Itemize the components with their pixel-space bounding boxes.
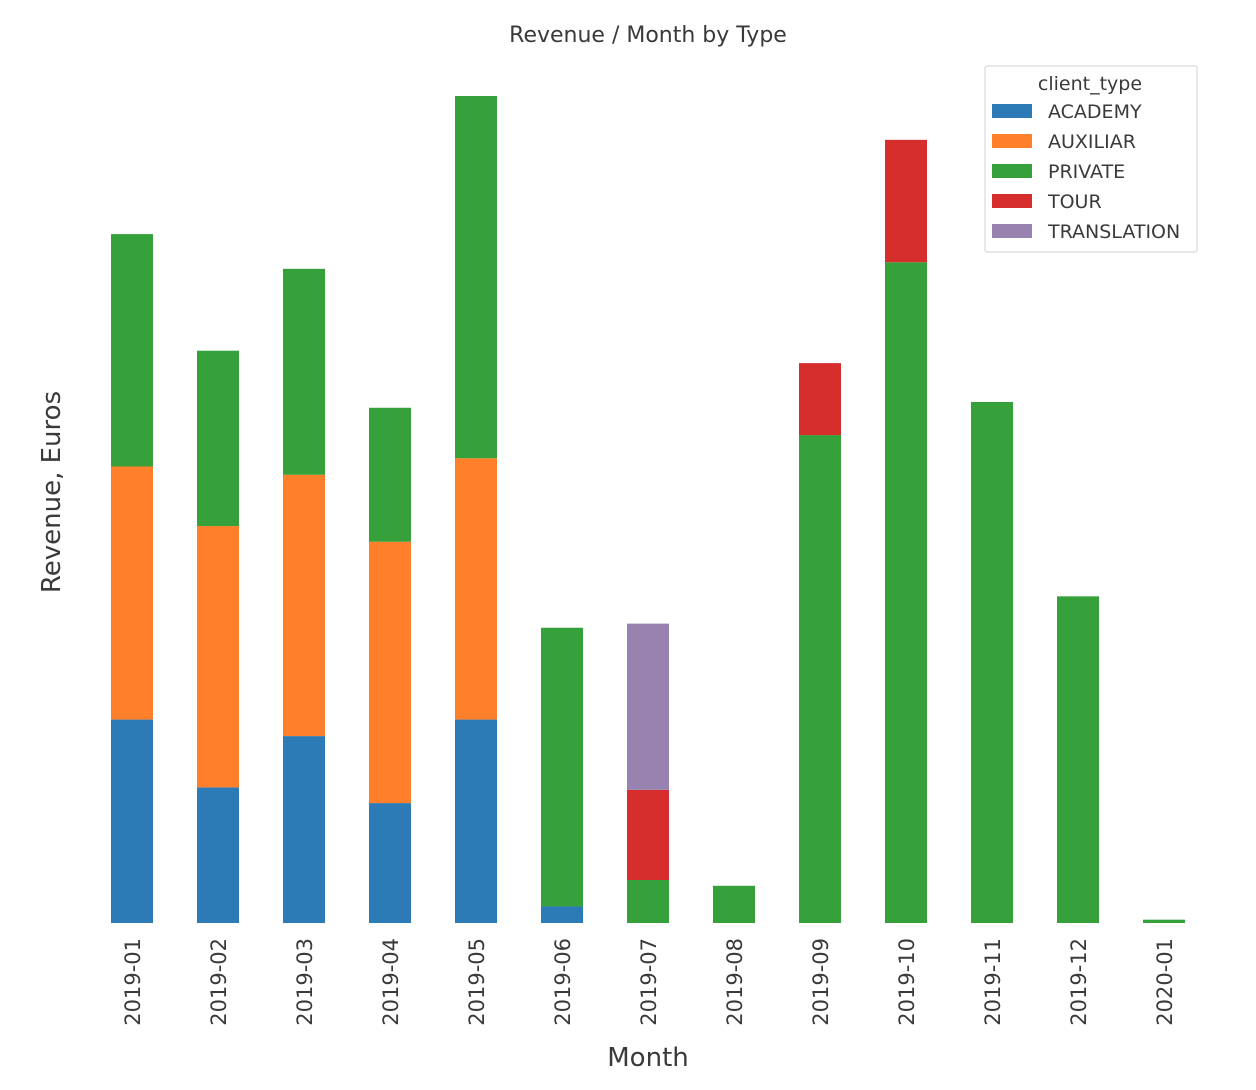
- bar-2019-05-auxiliar: [455, 458, 497, 720]
- bar-2019-09-private: [799, 435, 841, 923]
- bar-2019-10-tour: [885, 139, 927, 263]
- bar-2019-02-private: [197, 350, 239, 527]
- bar-2019-02-auxiliar: [197, 526, 239, 788]
- legend-frame: [984, 65, 1198, 253]
- legend-label-translation: TRANSLATION: [1047, 221, 1180, 243]
- bar-2019-05-academy: [455, 719, 497, 923]
- bar-2019-04-auxiliar: [369, 541, 411, 804]
- bar-2019-12-private: [1057, 596, 1099, 923]
- x-tick-label: 2019-10: [895, 938, 919, 1026]
- x-tick-label: 2019-06: [551, 938, 575, 1026]
- legend[interactable]: client_type ACADEMY AUXILIAR PRIVATE TOUR TR…: [984, 65, 1198, 253]
- x-tick-label: 2019-02: [207, 938, 231, 1026]
- bar-2019-07-tour: [627, 789, 669, 880]
- legend-title: client_type: [1038, 73, 1142, 95]
- bar-2019-06-private: [541, 627, 583, 907]
- bar-2019-01-academy: [111, 719, 153, 923]
- bars-layer: [111, 96, 1185, 923]
- x-tick-label: 2019-04: [379, 938, 403, 1026]
- x-axis-label: Month: [607, 1043, 689, 1073]
- bar-2019-03-academy: [283, 736, 325, 923]
- bar-2019-03-private: [283, 268, 325, 475]
- x-tick-label: 2019-07: [637, 938, 661, 1026]
- bar-2019-07-private: [627, 879, 669, 923]
- bar-2019-01-private: [111, 234, 153, 467]
- x-tick-label: 2019-11: [981, 938, 1005, 1026]
- bar-2019-04-private: [369, 407, 411, 542]
- legend-swatch-private: [992, 164, 1032, 178]
- legend-swatch-tour: [992, 194, 1032, 208]
- bar-2020-01-private: [1143, 919, 1185, 923]
- bar-2019-09-tour: [799, 363, 841, 436]
- x-tick-labels: 2019-01 2019-02 2019-03 2019-04 2019-05 2019-…: [121, 938, 1177, 1026]
- legend-label-tour: TOUR: [1047, 191, 1102, 213]
- legend-swatch-auxiliar: [992, 134, 1032, 148]
- x-tick-label: 2019-05: [465, 938, 489, 1026]
- bar-2019-10-private: [885, 262, 927, 923]
- bar-2019-05-private: [455, 96, 497, 459]
- legend-label-auxiliar: AUXILIAR: [1048, 131, 1136, 153]
- bar-2019-11-private: [971, 401, 1013, 923]
- bar-2019-03-auxiliar: [283, 474, 325, 737]
- bar-2019-06-academy: [541, 906, 583, 923]
- legend-swatch-translation: [992, 224, 1032, 238]
- legend-label-private: PRIVATE: [1048, 161, 1125, 183]
- y-axis-label: Revenue, Euros: [37, 391, 67, 593]
- x-tick-label: 2020-01: [1153, 938, 1177, 1026]
- x-tick-label: 2019-08: [723, 938, 747, 1026]
- chart-title: Revenue / Month by Type: [509, 23, 787, 48]
- bar-2019-08-private: [713, 885, 755, 923]
- legend-label-academy: ACADEMY: [1048, 101, 1142, 123]
- bar-2019-02-academy: [197, 787, 239, 923]
- x-tick-label: 2019-12: [1067, 938, 1091, 1026]
- x-tick-label: 2019-01: [121, 938, 145, 1026]
- bar-2019-01-auxiliar: [111, 466, 153, 720]
- legend-swatch-academy: [992, 104, 1032, 118]
- bar-2019-04-academy: [369, 803, 411, 923]
- bar-2019-07-translation: [627, 623, 669, 790]
- x-tick-label: 2019-03: [293, 938, 317, 1026]
- x-tick-label: 2019-09: [809, 938, 833, 1026]
